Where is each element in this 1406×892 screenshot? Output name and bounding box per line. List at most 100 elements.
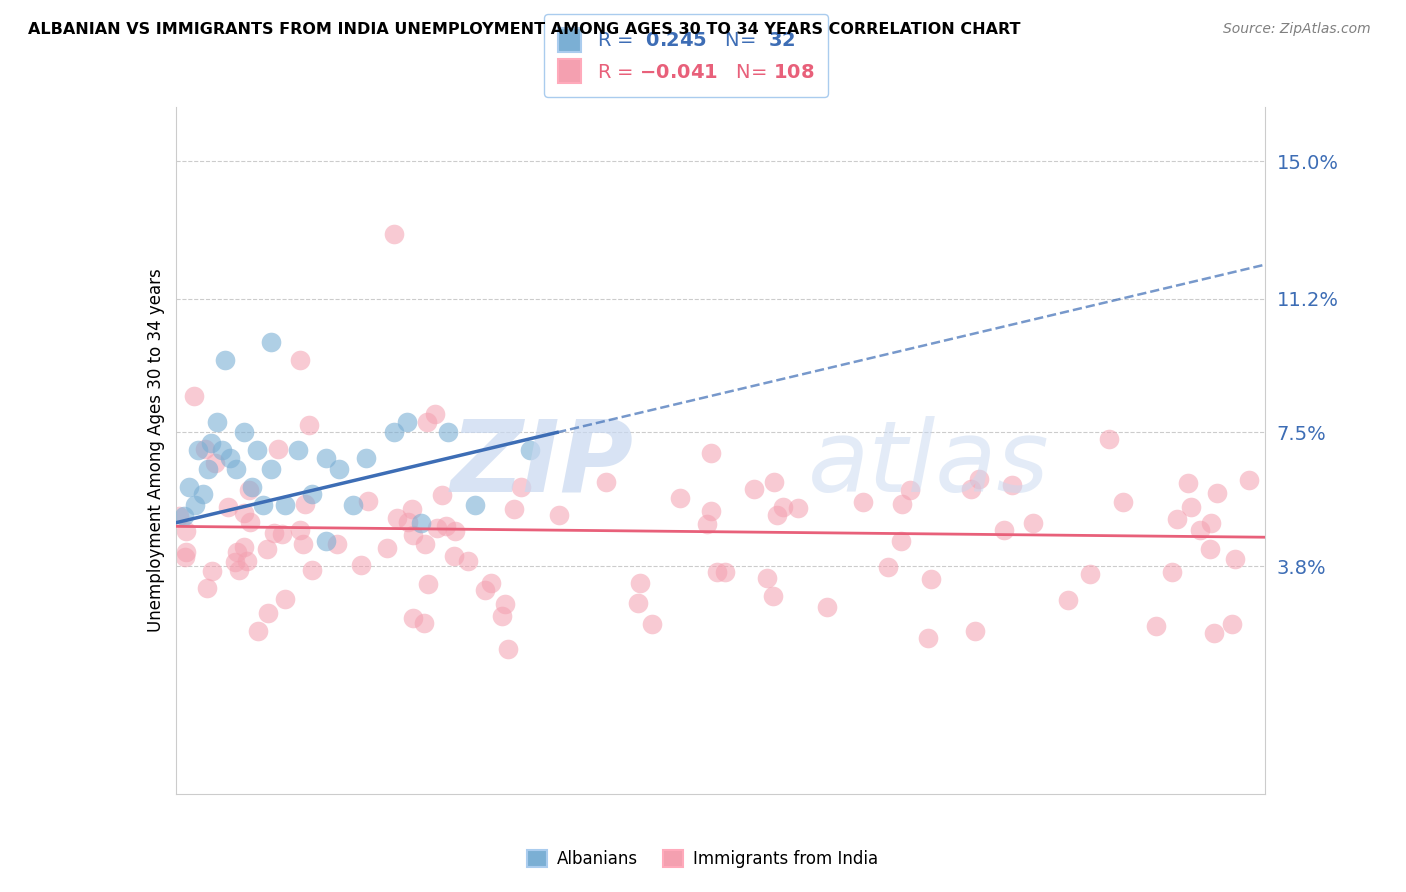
Point: [256, 541, 278, 556]
Point: [382, 227, 405, 241]
Point: [519, 443, 541, 458]
Point: [183, 389, 205, 403]
Point: [890, 533, 912, 548]
Point: [173, 549, 195, 564]
Point: [1204, 626, 1226, 640]
Text: Source: ZipAtlas.com: Source: ZipAtlas.com: [1223, 22, 1371, 37]
Point: [491, 609, 513, 624]
Point: [200, 436, 222, 450]
Point: [502, 502, 524, 516]
Point: [457, 554, 479, 568]
Point: [401, 501, 423, 516]
Point: [993, 523, 1015, 537]
Point: [1144, 619, 1167, 633]
Point: [756, 571, 779, 585]
Point: [876, 560, 898, 574]
Point: [1111, 495, 1133, 509]
Legend: Albanians, Immigrants from India: Albanians, Immigrants from India: [520, 843, 886, 875]
Point: [382, 425, 405, 440]
Point: [772, 500, 794, 514]
Point: [1166, 511, 1188, 525]
Point: [263, 526, 285, 541]
Point: [260, 461, 283, 475]
Point: [696, 517, 718, 532]
Point: [315, 450, 337, 465]
Point: [225, 461, 247, 475]
Point: [232, 506, 254, 520]
Point: [628, 576, 651, 591]
Point: [233, 540, 256, 554]
Point: [252, 498, 274, 512]
Point: [409, 516, 432, 530]
Point: [173, 508, 195, 523]
Point: [274, 591, 297, 606]
Point: [641, 617, 664, 632]
Point: [1098, 432, 1121, 446]
Point: [1220, 617, 1243, 632]
Point: [496, 642, 519, 657]
Point: [298, 417, 321, 432]
Point: [430, 488, 453, 502]
Point: [699, 504, 721, 518]
Text: ZIP: ZIP: [450, 416, 633, 513]
Point: [224, 555, 246, 569]
Point: [238, 483, 260, 497]
Point: [396, 415, 419, 429]
Point: [1022, 516, 1045, 530]
Point: [418, 577, 440, 591]
Point: [240, 480, 263, 494]
Point: [246, 443, 269, 458]
Point: [494, 598, 516, 612]
Point: [1189, 523, 1212, 537]
Point: [267, 442, 290, 456]
Point: [413, 616, 436, 631]
Point: [547, 508, 569, 522]
Point: [595, 475, 617, 489]
Point: [301, 563, 323, 577]
Point: [201, 564, 224, 578]
Point: [387, 511, 409, 525]
Point: [228, 563, 250, 577]
Point: [315, 533, 337, 548]
Point: [260, 334, 283, 349]
Text: ALBANIAN VS IMMIGRANTS FROM INDIA UNEMPLOYMENT AMONG AGES 30 TO 34 YEARS CORRELA: ALBANIAN VS IMMIGRANTS FROM INDIA UNEMPL…: [28, 22, 1021, 37]
Point: [194, 442, 217, 457]
Point: [699, 446, 721, 460]
Point: [219, 450, 242, 465]
Legend: R =  $\bf{0.245}$   N=  $\bf{32}$, R = $\bf{-0.041}$   N= $\bf{108}$: R = $\bf{0.245}$ N= $\bf{32}$, R = $\bf{…: [544, 14, 828, 96]
Point: [174, 524, 197, 538]
Point: [271, 527, 294, 541]
Point: [288, 353, 311, 368]
Point: [174, 545, 197, 559]
Point: [1205, 485, 1227, 500]
Point: [274, 498, 297, 512]
Point: [669, 491, 692, 505]
Point: [357, 494, 380, 508]
Point: [232, 425, 254, 440]
Point: [217, 500, 239, 515]
Point: [464, 498, 486, 512]
Point: [917, 632, 939, 646]
Point: [967, 472, 990, 486]
Point: [226, 545, 249, 559]
Point: [713, 565, 735, 579]
Point: [197, 461, 219, 475]
Point: [891, 497, 914, 511]
Point: [326, 537, 349, 551]
Point: [852, 495, 875, 509]
Point: [195, 581, 218, 595]
Point: [402, 528, 425, 542]
Point: [416, 415, 439, 429]
Point: [474, 583, 496, 598]
Point: [434, 518, 457, 533]
Point: [443, 549, 465, 563]
Point: [443, 524, 465, 538]
Point: [761, 589, 783, 603]
Point: [963, 624, 986, 639]
Point: [627, 596, 650, 610]
Point: [402, 610, 425, 624]
Point: [342, 498, 364, 512]
Point: [479, 575, 502, 590]
Point: [287, 443, 309, 458]
Point: [350, 558, 373, 572]
